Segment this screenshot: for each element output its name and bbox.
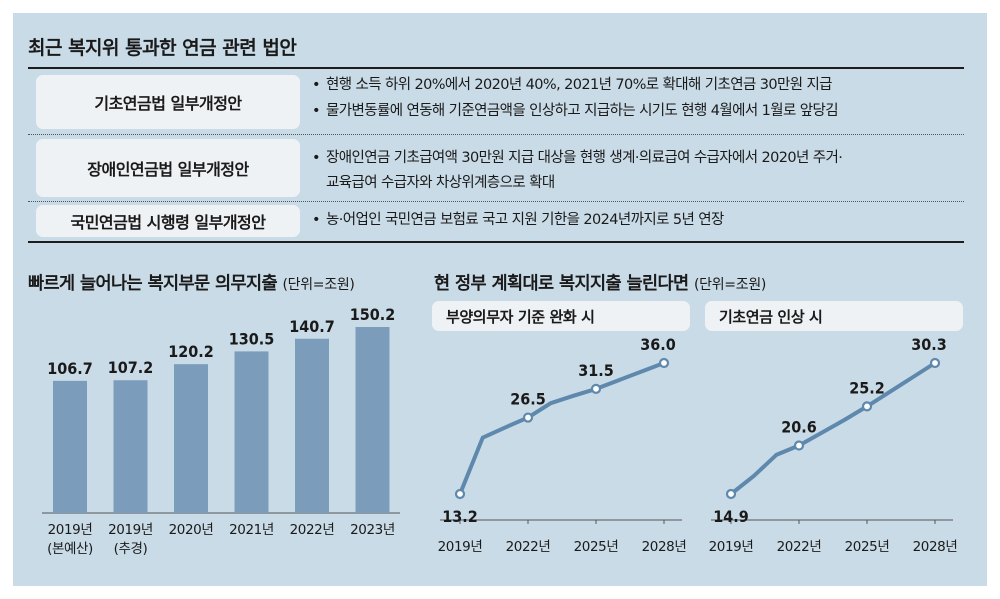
bar-category-label-2: 2020년 [169,522,214,538]
point-label-1-3: 36.0 [640,335,676,354]
row-label-national-pension: 국민연금법 시행령 일부개정안 [36,205,300,237]
bar-category-label-1: 2019년 [108,522,153,538]
bar-value-label-3: 130.5 [229,329,275,348]
row-divider [28,134,964,135]
bullet: • [312,77,321,93]
x-tick-label-2-0: 2019년 [709,539,754,555]
bar-category-label-1: (추경) [114,541,148,557]
point-marker-2-3 [929,357,941,369]
x-tick-label-1-2: 2025년 [574,539,619,555]
desc-line: 물가변동률에 연동해 기준연금액을 인상하고 지급하는 시기도 현행 4월에서 … [326,103,839,119]
bar-0 [53,380,87,513]
row-label-disability-pension: 장애인연금법 일부개정안 [36,139,300,197]
bar-value-label-1: 107.2 [108,358,154,377]
point-label-1-0: 13.2 [442,507,478,526]
line-chart-title: 현 정부 계획대로 복지지출 늘린다면 (단위=조원) [434,270,766,295]
row-label-basic-pension: 기초연금법 일부개정안 [36,75,300,129]
line-chart-unit: (단위=조원) [693,277,767,293]
x-tick-label-1-1: 2022년 [506,539,551,555]
table-bottom-rule [28,241,964,243]
x-tick-label-2-1: 2022년 [777,539,822,555]
bar-value-label-0: 106.7 [47,359,93,378]
bar-category-label-0: 2019년 [48,522,93,538]
point-marker-2-1 [793,440,805,451]
bar-chart-title-text: 빠르게 늘어나는 복지부문 의무지출 [28,274,278,294]
x-tick-label-1-3: 2028년 [642,539,687,555]
bar-category-label-5: 2023년 [350,522,395,538]
desc-line: 농·어업인 국민연금 보험료 국고 지원 기한을 2024년까지로 5년 연장 [326,212,724,228]
line-panel-1-subtitle: 부양의무자 기준 완화 시 [432,301,690,331]
bar-value-label-4: 140.7 [289,317,335,336]
line-chart-title-text: 현 정부 계획대로 복지지출 늘린다면 [434,274,689,294]
bullet: • [312,103,321,119]
desc-line: 교육급여 수급자와 차상위계층으로 확대 [326,175,555,191]
desc-line: 현행 소득 하위 20%에서 2020년 40%, 2021년 70%로 확대해… [326,77,833,93]
point-label-2-1: 20.6 [781,418,817,437]
desc-line: 장애인연금 기초급여액 30만원 지급 대상을 현행 생계·의료급여 수급자에서… [326,150,843,166]
point-marker-1-0 [454,488,466,500]
bar-1 [113,380,148,513]
table-top-rule [28,67,964,69]
table-title: 최근 복지위 통과한 연금 관련 법안 [28,37,297,59]
bar-3 [234,351,269,513]
x-tick-label-2-2: 2025년 [845,539,890,555]
point-marker-2-2 [861,401,873,412]
bar-category-label-3: 2021년 [229,522,274,538]
point-marker-2-0 [725,488,737,500]
bar-5 [355,327,390,513]
bar-category-label-0: (본예산) [47,541,93,557]
point-marker-1-2 [590,383,602,394]
bullet: • [312,150,321,166]
bullet: • [312,212,321,228]
bar-2 [174,364,208,513]
point-label-2-3: 30.3 [911,335,947,354]
point-label-2-0: 14.9 [713,507,749,526]
point-marker-1-3 [658,357,670,369]
point-label-1-2: 31.5 [578,361,614,380]
bar-4 [295,338,329,513]
bar-category-label-4: 2022년 [290,522,335,538]
series-line-2 [729,361,937,496]
x-tick-label-2-3: 2028년 [913,539,958,555]
point-marker-1-1 [522,412,534,423]
point-label-1-1: 26.5 [510,390,546,409]
line-panel-2-subtitle: 기초연금 인상 시 [705,301,963,331]
bar-value-label-5: 150.2 [350,305,396,324]
point-label-2-2: 25.2 [849,378,885,397]
bar-chart-title: 빠르게 늘어나는 복지부문 의무지출 (단위=조원) [28,270,355,295]
bar-value-label-2: 120.2 [168,342,214,361]
series-line-1 [458,361,666,496]
x-tick-label-1-0: 2019년 [438,539,483,555]
row-divider [28,201,964,202]
bar-chart-unit: (단위=조원) [282,277,355,293]
